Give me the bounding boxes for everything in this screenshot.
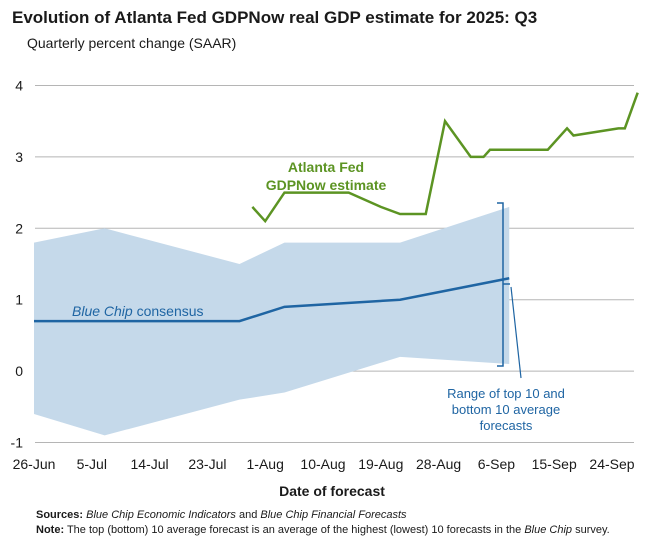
x-tick-label: 6-Sep xyxy=(478,456,516,472)
sources-italic-2: Blue Chip Financial Forecasts xyxy=(260,509,407,521)
y-tick-label: 0 xyxy=(15,363,23,379)
note-text-after: survey. xyxy=(572,524,610,536)
footnote: Note: The top (bottom) 10 average foreca… xyxy=(36,524,610,536)
x-tick-label: 28-Aug xyxy=(416,456,461,472)
consensus-line xyxy=(34,277,510,323)
y-tick-label: 3 xyxy=(15,149,23,165)
sources-note: Sources: Blue Chip Economic Indicators a… xyxy=(36,509,407,521)
consensus-label-italic: Blue Chip xyxy=(72,303,133,319)
annotations: Atlanta Fed GDPNow estimate Blue Chip co… xyxy=(72,159,565,433)
sources-and: and xyxy=(235,509,261,521)
range-label-line1: Range of top 10 and xyxy=(447,386,565,401)
x-tick-label: 15-Sep xyxy=(532,456,577,472)
gdpnow-label-line1: Atlanta Fed xyxy=(288,159,364,175)
consensus-label-rest: consensus xyxy=(133,303,204,319)
range-label-line3: forecasts xyxy=(480,418,533,433)
x-tick-label: 1-Aug xyxy=(247,456,284,472)
gdpnow-label-line2: GDPNow estimate xyxy=(266,177,387,193)
range-band xyxy=(34,206,510,436)
x-tick-label: 23-Jul xyxy=(188,456,226,472)
note-label: Note: xyxy=(36,524,65,536)
x-tick-label: 19-Aug xyxy=(358,456,403,472)
consensus-label: Blue Chip consensus xyxy=(72,303,204,319)
range-label-line2: bottom 10 average xyxy=(452,402,560,417)
x-tick-label: 26-Jun xyxy=(13,456,56,472)
chart-subtitle: Quarterly percent change (SAAR) xyxy=(27,35,237,51)
x-axis-title: Date of forecast xyxy=(279,483,385,499)
x-tick-label: 10-Aug xyxy=(300,456,345,472)
x-tick-label: 14-Jul xyxy=(131,456,169,472)
y-tick-labels: 4 3 2 1 0 -1 xyxy=(11,78,24,451)
x-tick-label: 24-Sep xyxy=(589,456,634,472)
x-tick-label: 5-Jul xyxy=(77,456,107,472)
y-tick-label: -1 xyxy=(11,435,24,451)
series-lines xyxy=(34,92,639,323)
y-tick-label: 2 xyxy=(15,220,23,236)
x-tick-labels: 26-Jun 5-Jul 14-Jul 23-Jul 1-Aug 10-Aug 19-Aug… xyxy=(13,456,635,472)
gdpnow-line xyxy=(251,92,639,224)
chart-title: Evolution of Atlanta Fed GDPNow real GDP… xyxy=(12,8,538,27)
sources-label: Sources: xyxy=(36,509,84,521)
range-band-area xyxy=(34,206,510,436)
y-tick-label: 4 xyxy=(15,78,23,94)
note-italic: Blue Chip xyxy=(524,524,573,536)
range-bracket xyxy=(497,202,510,367)
sources-italic-1: Blue Chip Economic Indicators xyxy=(86,509,236,521)
range-leader-line xyxy=(510,286,522,379)
note-text-before: The top (bottom) 10 average forecast is … xyxy=(64,524,525,536)
y-tick-label: 1 xyxy=(15,292,23,308)
